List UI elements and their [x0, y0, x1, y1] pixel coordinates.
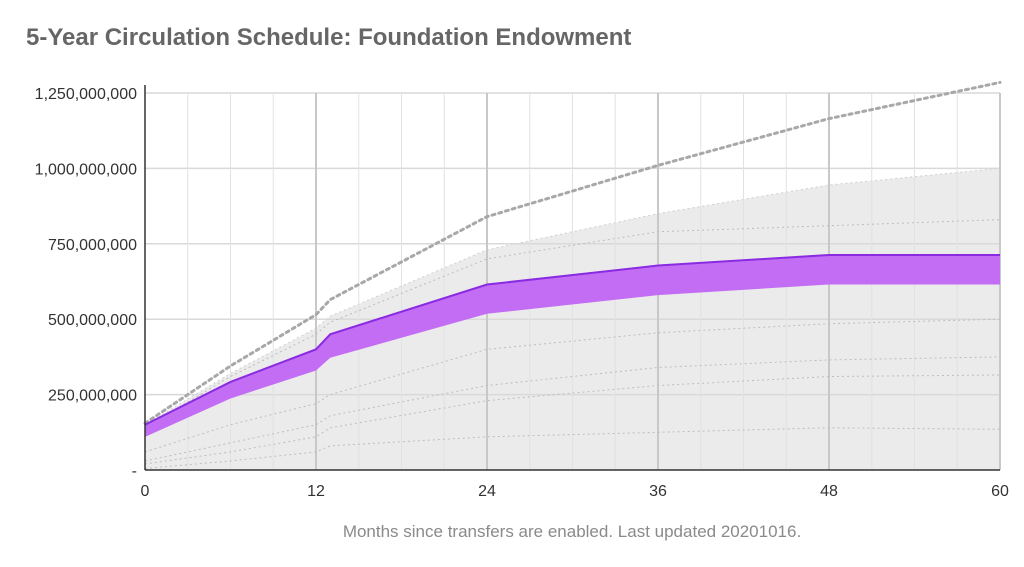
- dotted-series-line: [144, 356, 1001, 462]
- x-tick-labels: 0 12 24 36 48 60: [141, 483, 1009, 500]
- x-tick-label: 0: [141, 483, 150, 500]
- dotted-series-line: [144, 219, 1001, 429]
- y-tick-label: -: [132, 463, 137, 480]
- chart-title: 5-Year Circulation Schedule: Foundation …: [26, 24, 632, 51]
- y-tick-labels: - 250,000,000 500,000,000 750,000,000 1,000,…: [35, 86, 137, 480]
- dotted-series-line: [144, 318, 1001, 453]
- dotted-upper-line: [143, 80, 1002, 425]
- y-tick-label: 500,000,000: [48, 312, 137, 329]
- y-tick-label: 250,000,000: [48, 388, 137, 405]
- purple-band-upper-line: [144, 253, 1000, 426]
- grey-range-edge: [144, 167, 1001, 426]
- y-tick-label: 750,000,000: [48, 237, 137, 254]
- y-tick-label: 1,000,000,000: [35, 161, 137, 178]
- x-tick-label: 24: [478, 483, 496, 500]
- x-tick-label: 60: [991, 483, 1009, 500]
- dotted-series-line: [144, 374, 1001, 465]
- x-tick-label: 12: [307, 483, 325, 500]
- dotted-series-line: [144, 427, 1001, 469]
- purple-band-layer: [144, 253, 1000, 437]
- y-tick-label: 1,250,000,000: [35, 86, 137, 103]
- purple-band-area: [145, 254, 1000, 437]
- axes: [144, 85, 1000, 471]
- x-tick-label: 48: [820, 483, 838, 500]
- x-tick-label: 36: [649, 483, 667, 500]
- chart-footnote: Months since transfers are enabled. Last…: [342, 522, 802, 541]
